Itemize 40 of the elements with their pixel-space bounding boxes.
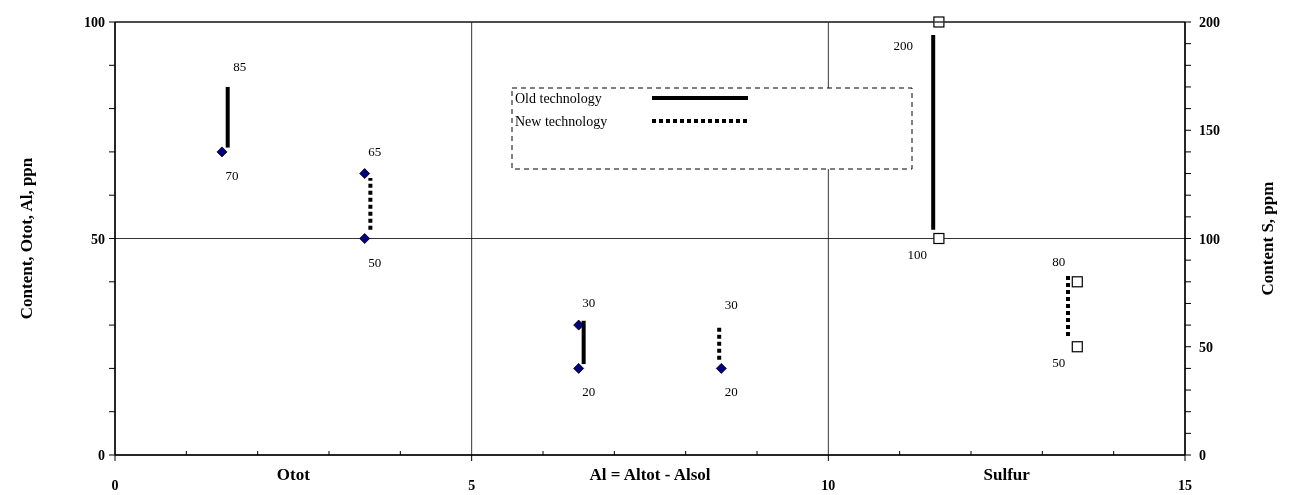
data-label: 50	[1052, 354, 1066, 370]
text: Sulfur	[983, 465, 1031, 484]
data-label: 30	[724, 297, 738, 313]
data-label: 100	[907, 246, 927, 262]
point	[933, 232, 945, 245]
point	[715, 363, 727, 374]
y2-tick-label: 0	[1199, 448, 1206, 463]
legend: Old technology New technology	[511, 87, 913, 170]
y-axis-title: Content, Otot, Al, ppn	[17, 157, 36, 320]
point	[359, 168, 371, 179]
point	[573, 363, 585, 374]
y2-tick-label: 200	[1199, 15, 1220, 30]
y2-axis-title: Content S, ppm	[1258, 181, 1277, 296]
x-tick-label: 5	[468, 478, 476, 493]
data-label: 30	[582, 295, 596, 311]
data-label: 20	[582, 384, 596, 400]
data-label: 20	[724, 384, 738, 400]
y-tick-label: 0	[98, 448, 105, 463]
point	[933, 16, 945, 28]
x-tick-label: 15	[1178, 478, 1192, 493]
point	[359, 233, 371, 244]
point	[216, 146, 228, 158]
y-tick-label: 50	[91, 231, 105, 247]
point	[1071, 341, 1083, 353]
x-tick-label: 10	[821, 478, 836, 493]
data-label: 85	[233, 58, 247, 74]
point	[1071, 276, 1083, 288]
data-label: 80	[1052, 253, 1066, 269]
y2-tick-label: 100	[1199, 231, 1220, 247]
y-tick-label: 100	[84, 15, 105, 30]
text: Otot	[276, 465, 311, 484]
data-label: 70	[225, 167, 239, 183]
text: Al = Altot - Alsol	[589, 465, 711, 484]
point	[573, 319, 585, 331]
data-label: 50	[368, 254, 382, 270]
y2-tick-label: 150	[1199, 123, 1220, 139]
x-tick-label: 0	[111, 478, 119, 493]
y2-tick-label: 50	[1199, 339, 1213, 355]
data-label: 200	[893, 38, 913, 53]
data-label: 65	[368, 143, 382, 159]
